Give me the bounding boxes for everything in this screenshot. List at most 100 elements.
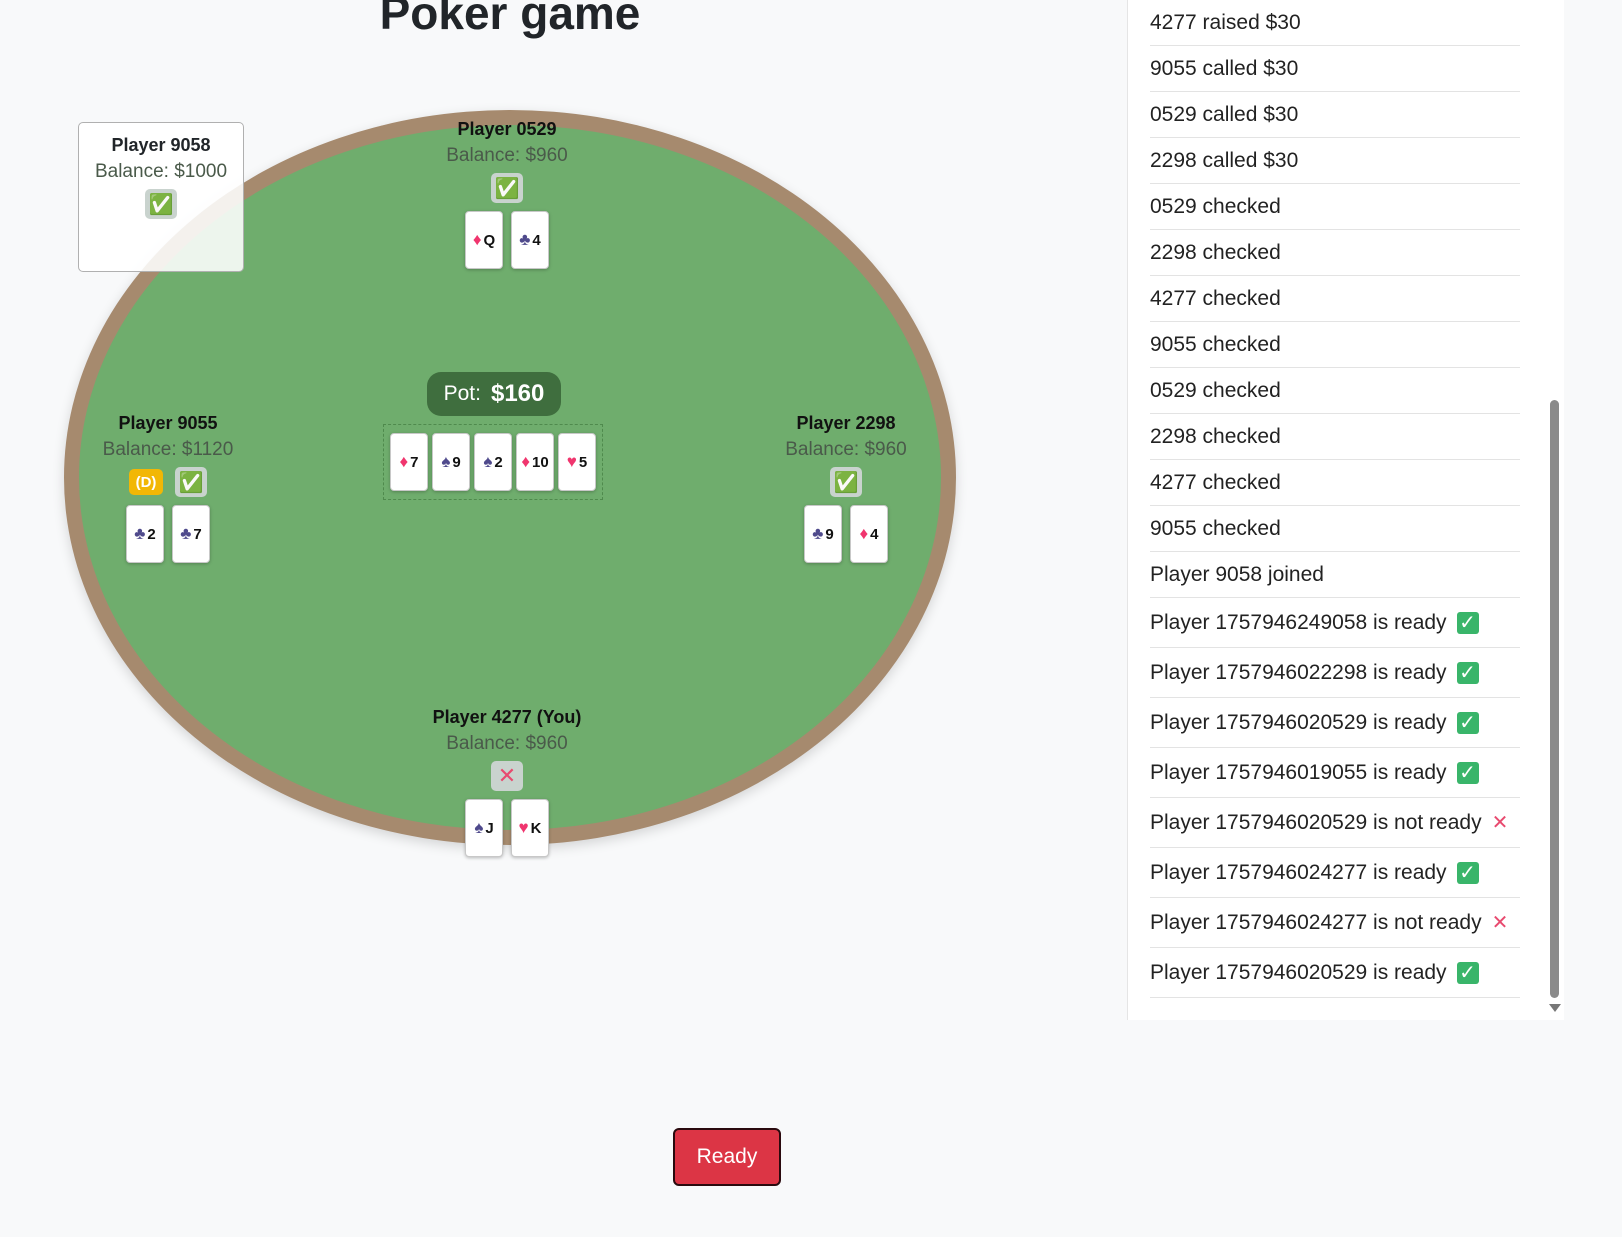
game-log[interactable]: 4277 raised $30 9055 called $30 0529 calle… (1127, 0, 1564, 1020)
ready-check-icon: ✅ (491, 173, 523, 203)
playing-card: ♥ K (511, 799, 549, 857)
log-entry: 0529 checked (1150, 184, 1520, 230)
log-entry: 0529 called $30 (1150, 92, 1520, 138)
playing-card: ♠ J (465, 799, 503, 857)
log-entry-text: Player 1757946024277 is ready (1150, 860, 1447, 884)
playing-card: ♣ 4 (511, 211, 549, 269)
log-entry: Player 1757946020529 is ready ✓ (1150, 948, 1520, 998)
check-icon: ✓ (1456, 611, 1479, 634)
card-suit-icon: ♥ (518, 818, 529, 837)
log-entry-text: Player 1757946249058 is ready (1150, 610, 1447, 634)
card-suit-icon: ♦ (399, 452, 409, 471)
card-suit-icon: ♠ (474, 818, 484, 837)
playing-card: ♠ 9 (432, 433, 470, 491)
player-balance: Balance: $960 (446, 145, 568, 166)
log-entry: 9055 checked (1150, 322, 1520, 368)
card-rank: J (485, 819, 494, 837)
check-icon: ✓ (1456, 661, 1479, 684)
log-entry-text: 4277 raised $30 (1150, 10, 1301, 34)
player-balance: Balance: $960 (785, 439, 907, 460)
community-cards: ♦ 7 ♠ 9 ♠ 2 ♦ 10 ♥ 5 (383, 424, 603, 500)
log-entry: Player 1757946020529 is not ready ✕ (1150, 798, 1520, 848)
log-entry: Player 1757946022298 is ready ✓ (1150, 648, 1520, 698)
log-entry: Player 9058 joined (1150, 552, 1520, 598)
log-entry: 2298 checked (1150, 414, 1520, 460)
playing-card: ♦ Q (465, 211, 503, 269)
log-entry-text: 9055 checked (1150, 332, 1281, 356)
check-icon: ✓ (1456, 961, 1479, 984)
playing-card: ♣ 9 (804, 505, 842, 563)
log-entry-text: 4277 checked (1150, 470, 1281, 494)
ready-check-icon: ✅ (175, 467, 207, 497)
card-suit-icon: ♠ (483, 452, 493, 471)
card-rank: 4 (532, 231, 541, 249)
not-ready-cross-icon: ✕ (491, 761, 523, 791)
log-entry: Player 1757946020529 is ready ✓ (1150, 698, 1520, 748)
ready-check-icon: ✅ (830, 467, 862, 497)
check-icon: ✓ (1456, 761, 1479, 784)
log-entry-text: Player 1757946019055 is ready (1150, 760, 1447, 784)
card-suit-icon: ♣ (134, 524, 146, 543)
log-list: 4277 raised $30 9055 called $30 0529 calle… (1128, 0, 1564, 998)
card-suit-icon: ♣ (180, 524, 192, 543)
log-entry: Player 1757946249058 is ready ✓ (1150, 598, 1520, 648)
ready-button[interactable]: Ready (673, 1128, 781, 1186)
pot-label: Pot: (443, 382, 481, 405)
pot-display: Pot: $160 (427, 372, 561, 416)
cross-icon: ✕ (1491, 812, 1509, 834)
seat-player-9055: Player 9055 Balance: $1120 (D) ✅ ♣ 2 ♣ 7 (68, 411, 268, 563)
hole-cards: ♦ Q ♣ 4 (407, 211, 607, 269)
log-entry-text: 9055 called $30 (1150, 56, 1299, 80)
playing-card: ♦ 4 (850, 505, 888, 563)
log-entry: Player 1757946019055 is ready ✓ (1150, 748, 1520, 798)
player-name: Player 9058 (111, 135, 211, 155)
card-rank: 5 (578, 453, 588, 471)
log-entry-text: 4277 checked (1150, 286, 1281, 310)
card-suit-icon: ♦ (472, 230, 482, 249)
playing-card: ♣ 2 (126, 505, 164, 563)
player-name: Player 0529 (457, 119, 557, 139)
log-entry-text: 0529 checked (1150, 378, 1281, 402)
log-scrollbar[interactable] (1546, 0, 1564, 1020)
scrollbar-thumb[interactable] (1550, 400, 1559, 998)
card-suit-icon: ♠ (441, 452, 451, 471)
check-icon: ✓ (1456, 861, 1479, 884)
log-entry-text: Player 1757946020529 is ready (1150, 960, 1447, 984)
log-entry-text: 2298 called $30 (1150, 148, 1299, 172)
log-entry-text: Player 1757946022298 is ready (1150, 660, 1447, 684)
log-entry: 2298 checked (1150, 230, 1520, 276)
playing-card: ♠ 2 (474, 433, 512, 491)
seat-player-4277: Player 4277 (You) Balance: $960 ✕ ♠ J ♥ K (407, 705, 607, 857)
log-entry: 0529 checked (1150, 368, 1520, 414)
player-balance: Balance: $1120 (102, 439, 234, 460)
ready-check-icon: ✅ (145, 189, 177, 219)
scroll-down-arrow-icon[interactable] (1549, 1004, 1561, 1012)
log-entry: Player 1757946024277 is ready ✓ (1150, 848, 1520, 898)
card-suit-icon: ♦ (521, 452, 530, 471)
log-entry-text: Player 1757946020529 is ready (1150, 710, 1447, 734)
card-suit-icon: ♥ (566, 452, 577, 471)
card-rank: 7 (193, 525, 202, 543)
playing-card: ♦ 10 (516, 433, 554, 491)
card-rank: 2 (147, 525, 156, 543)
player-name: Player 9055 (118, 413, 218, 433)
pot-value: $160 (490, 380, 545, 407)
log-entry-text: 2298 checked (1150, 424, 1281, 448)
log-entry: 9055 called $30 (1150, 46, 1520, 92)
hole-cards: ♣ 2 ♣ 7 (68, 505, 268, 563)
card-rank: 2 (494, 453, 503, 471)
log-entry-text: Player 9058 joined (1150, 562, 1324, 586)
card-rank: 10 (532, 453, 549, 471)
card-rank: 9 (825, 525, 834, 543)
player-name: Player 2298 (796, 413, 896, 433)
card-rank: 4 (870, 525, 879, 543)
playing-card: ♥ 5 (558, 433, 596, 491)
hole-cards: ♣ 9 ♦ 4 (746, 505, 946, 563)
log-entry: 9055 checked (1150, 506, 1520, 552)
log-entry-text: 0529 called $30 (1150, 102, 1299, 126)
seat-player-9058: Player 9058 Balance: $1000 ✅ (78, 122, 244, 272)
player-name: Player 4277 (You) (432, 707, 582, 727)
log-entry: 4277 checked (1150, 276, 1520, 322)
seat-player-0529: Player 0529 Balance: $960 ✅ ♦ Q ♣ 4 (407, 117, 607, 269)
playing-card: ♣ 7 (172, 505, 210, 563)
